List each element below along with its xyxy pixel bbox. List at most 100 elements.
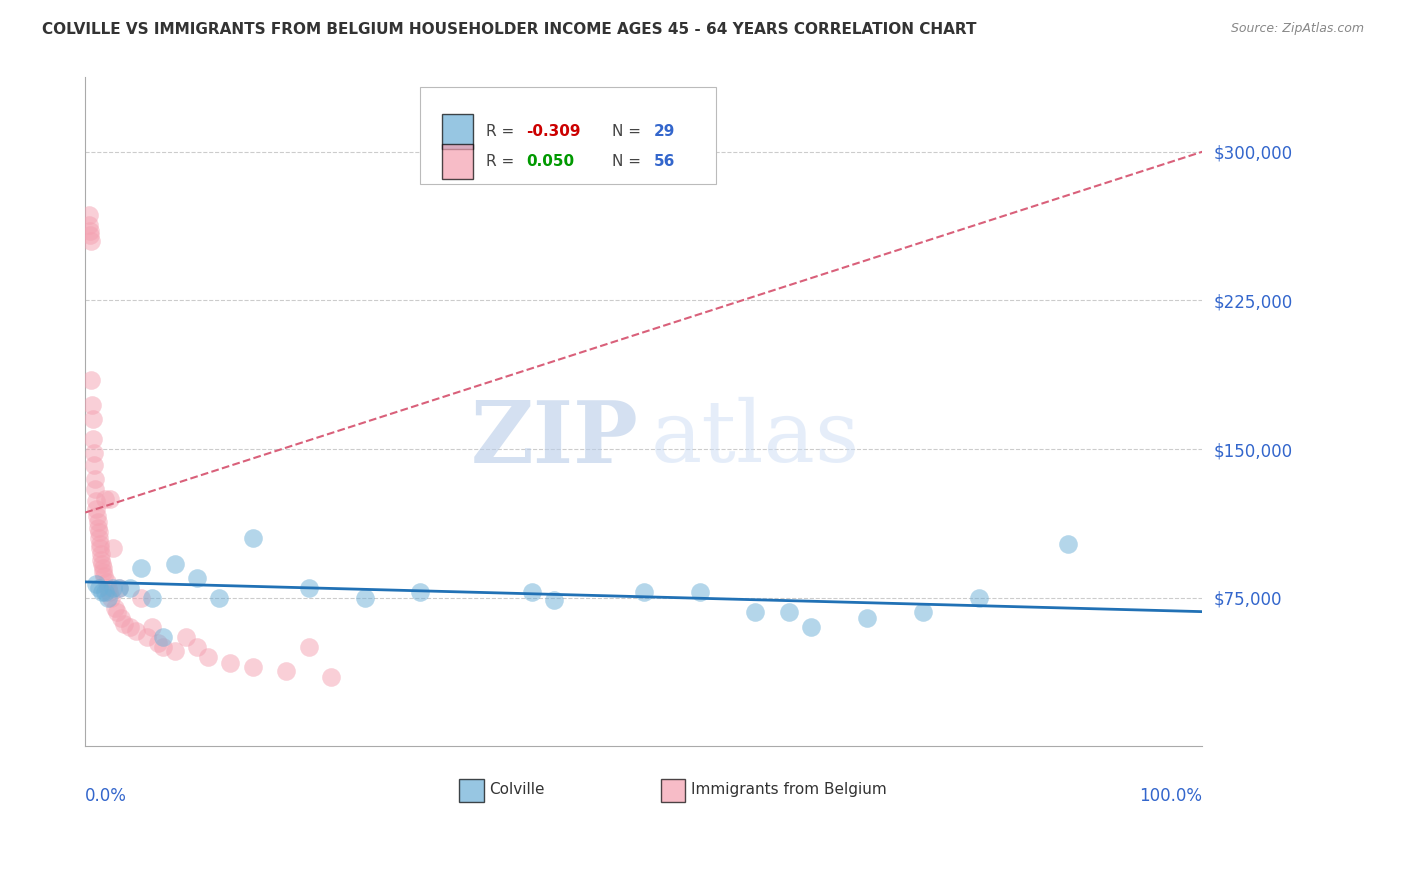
- Point: [219, 656, 242, 670]
- Point: [197, 650, 219, 665]
- Point: [186, 571, 208, 585]
- Point: [103, 581, 125, 595]
- Point: [89, 531, 111, 545]
- Point: [543, 592, 565, 607]
- Point: [82, 412, 104, 426]
- Point: [91, 584, 114, 599]
- FancyBboxPatch shape: [460, 779, 484, 802]
- Point: [79, 227, 101, 242]
- Point: [97, 581, 120, 595]
- Point: [1057, 537, 1080, 551]
- Point: [163, 644, 186, 658]
- FancyBboxPatch shape: [420, 87, 717, 185]
- Point: [89, 541, 111, 556]
- Point: [97, 591, 120, 605]
- Text: R =: R =: [486, 124, 519, 139]
- Point: [118, 620, 141, 634]
- Point: [208, 591, 231, 605]
- Point: [186, 640, 208, 655]
- Text: Colville: Colville: [489, 782, 546, 797]
- Point: [91, 561, 114, 575]
- Point: [409, 584, 432, 599]
- Point: [778, 605, 800, 619]
- Point: [105, 605, 128, 619]
- Point: [744, 605, 766, 619]
- Point: [97, 584, 120, 599]
- Text: R =: R =: [486, 153, 519, 169]
- Point: [967, 591, 990, 605]
- Point: [84, 482, 107, 496]
- Text: Immigrants from Belgium: Immigrants from Belgium: [690, 782, 886, 797]
- Text: 56: 56: [654, 153, 675, 169]
- Point: [129, 591, 152, 605]
- FancyBboxPatch shape: [441, 144, 472, 178]
- Point: [94, 491, 117, 506]
- Text: N =: N =: [613, 153, 647, 169]
- Point: [163, 557, 186, 571]
- Point: [93, 569, 115, 583]
- Point: [96, 574, 118, 589]
- Point: [298, 640, 321, 655]
- Point: [91, 557, 114, 571]
- Point: [911, 605, 934, 619]
- Point: [146, 636, 169, 650]
- Point: [86, 509, 108, 524]
- Point: [80, 399, 103, 413]
- Point: [77, 208, 100, 222]
- Text: COLVILLE VS IMMIGRANTS FROM BELGIUM HOUSEHOLDER INCOME AGES 45 - 64 YEARS CORREL: COLVILLE VS IMMIGRANTS FROM BELGIUM HOUS…: [42, 22, 977, 37]
- Point: [89, 537, 111, 551]
- Point: [98, 491, 121, 506]
- Point: [87, 525, 110, 540]
- Point: [135, 631, 157, 645]
- Point: [82, 432, 104, 446]
- Point: [141, 591, 163, 605]
- Point: [242, 531, 264, 545]
- Text: ZIP: ZIP: [471, 397, 638, 481]
- Point: [100, 591, 122, 605]
- Point: [104, 600, 127, 615]
- Point: [90, 553, 112, 567]
- Point: [87, 581, 110, 595]
- Point: [110, 610, 132, 624]
- Point: [129, 561, 152, 575]
- Text: N =: N =: [613, 124, 647, 139]
- Point: [79, 224, 101, 238]
- Point: [141, 620, 163, 634]
- Point: [103, 541, 125, 556]
- Point: [319, 670, 342, 684]
- Point: [242, 660, 264, 674]
- Point: [90, 547, 112, 561]
- FancyBboxPatch shape: [441, 114, 472, 149]
- Point: [87, 521, 110, 535]
- Text: 0.050: 0.050: [526, 153, 575, 169]
- Text: Source: ZipAtlas.com: Source: ZipAtlas.com: [1230, 22, 1364, 36]
- Point: [520, 584, 543, 599]
- Point: [353, 591, 375, 605]
- Point: [633, 584, 655, 599]
- Text: 100.0%: 100.0%: [1139, 787, 1202, 805]
- Point: [108, 581, 131, 595]
- Point: [152, 631, 174, 645]
- Point: [112, 616, 135, 631]
- Text: 29: 29: [654, 124, 675, 139]
- Point: [86, 577, 108, 591]
- Point: [174, 631, 197, 645]
- Point: [689, 584, 711, 599]
- Point: [83, 472, 105, 486]
- Text: 0.0%: 0.0%: [86, 787, 127, 805]
- Point: [83, 458, 105, 472]
- Point: [80, 234, 103, 248]
- Point: [856, 610, 879, 624]
- Point: [152, 640, 174, 655]
- Text: atlas: atlas: [651, 397, 860, 480]
- Point: [800, 620, 823, 634]
- Point: [91, 565, 114, 579]
- Point: [118, 581, 141, 595]
- Point: [77, 218, 100, 232]
- Point: [108, 581, 131, 595]
- FancyBboxPatch shape: [661, 779, 685, 802]
- Point: [83, 446, 105, 460]
- Point: [124, 624, 146, 639]
- Text: -0.309: -0.309: [526, 124, 581, 139]
- Point: [94, 584, 117, 599]
